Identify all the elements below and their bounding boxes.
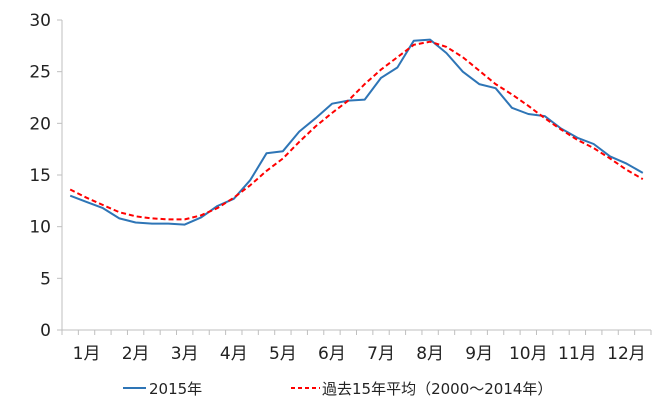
- y-tick-label: 20: [29, 114, 51, 134]
- x-tick-label: 4月: [220, 344, 248, 364]
- x-tick-label: 5月: [269, 344, 297, 364]
- y-tick-label: 15: [29, 166, 51, 186]
- x-tick-label: 11月: [558, 344, 597, 364]
- x-axis: 1月 2月 3月 4月 5月 6月 7月 8月 9月 10月 11月 12月: [61, 329, 652, 364]
- legend: 2015年 過去15年平均（2000〜2014年）: [123, 380, 552, 398]
- series-line-2015: [69, 38, 644, 226]
- legend-label-15yr-average: 過去15年平均（2000〜2014年）: [322, 380, 552, 398]
- series-line-15yr-average: [69, 40, 644, 221]
- x-tick-label: 10月: [509, 344, 548, 364]
- y-tick-label: 10: [29, 218, 51, 238]
- series-lines: [69, 38, 644, 226]
- x-tick-label: 1月: [73, 344, 101, 364]
- x-tick-label: 7月: [367, 344, 395, 364]
- y-tick-label: 0: [40, 321, 51, 341]
- legend-label-2015: 2015年: [149, 380, 202, 398]
- x-tick-label: 8月: [416, 344, 444, 364]
- y-tick-label: 30: [29, 11, 51, 31]
- x-tick-label: 6月: [318, 344, 346, 364]
- y-axis: 0 5 10 15 20 25 30: [29, 11, 63, 341]
- x-tick-label: 9月: [465, 344, 493, 364]
- y-tick-label: 5: [40, 269, 51, 289]
- x-tick-label: 3月: [171, 344, 199, 364]
- y-tick-label: 25: [29, 63, 51, 83]
- x-tick-label: 2月: [122, 344, 150, 364]
- x-tick-label: 12月: [607, 344, 646, 364]
